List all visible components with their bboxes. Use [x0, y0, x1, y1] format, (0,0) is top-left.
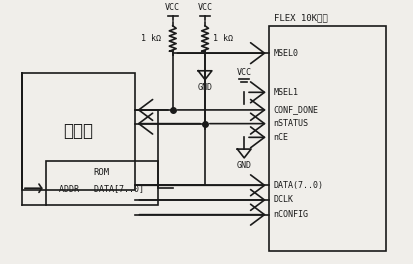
Text: VCC: VCC [165, 3, 180, 12]
Text: FLEX 10K器件: FLEX 10K器件 [273, 14, 327, 23]
Text: DATA(7..0): DATA(7..0) [273, 181, 323, 190]
Text: CONF_DONE: CONF_DONE [273, 105, 318, 114]
Text: DCLK: DCLK [273, 195, 294, 205]
Text: ROM: ROM [94, 168, 110, 177]
Text: nCONFIG: nCONFIG [273, 210, 309, 219]
Text: 1 kΩ: 1 kΩ [141, 34, 161, 43]
Bar [45, 161, 158, 205]
Text: 单片机: 单片机 [63, 122, 93, 140]
Bar [22, 73, 135, 190]
Text: MSEL1: MSEL1 [273, 88, 299, 97]
Text: GND: GND [197, 83, 213, 92]
Text: 1 kΩ: 1 kΩ [213, 34, 233, 43]
Text: MSEL0: MSEL0 [273, 49, 299, 58]
Text: VCC: VCC [197, 3, 213, 12]
Text: nSTATUS: nSTATUS [273, 119, 309, 128]
Text: GND: GND [237, 161, 252, 170]
Text: VCC: VCC [237, 68, 252, 77]
Text: nCE: nCE [273, 133, 289, 142]
Text: ADDR   DATA[7..0]: ADDR DATA[7..0] [59, 184, 144, 193]
Bar [268, 26, 386, 251]
